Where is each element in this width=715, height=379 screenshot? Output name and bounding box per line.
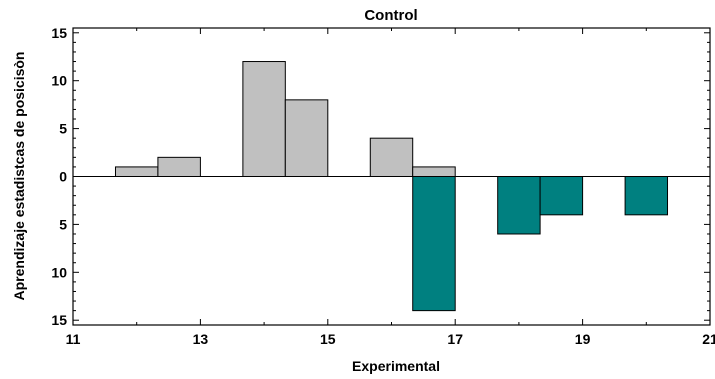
y-tick-label: 10: [51, 73, 67, 89]
x-tick-label: 17: [447, 331, 463, 347]
experimental-bar-0: [412, 176, 456, 312]
control-bar-1: [157, 156, 201, 178]
x-tick-label: 21: [702, 331, 715, 347]
control-bar-4: [369, 137, 414, 177]
x-tick-label: 11: [66, 331, 81, 347]
y-tick-label: 5: [59, 121, 67, 137]
y-tick-label: 15: [51, 312, 67, 328]
experimental-bar-2: [539, 176, 584, 216]
control-bar-2: [242, 61, 286, 177]
x-tick-label: 15: [320, 331, 336, 347]
ticks-group: 11 13 15 17 19 21 15 10 5 0 5 10 15: [51, 25, 715, 347]
control-bar-5: [412, 166, 456, 178]
x-tick-label: 19: [575, 331, 591, 347]
chart-title: Control: [364, 7, 417, 24]
y-axis-label: Aprendizaje estadistcas de posicisòn: [11, 52, 27, 301]
y-tick-label: 15: [51, 25, 67, 41]
x-tick-label: 13: [193, 331, 209, 347]
y-tick-label: 10: [51, 264, 67, 280]
experimental-bar-3: [624, 176, 669, 216]
control-bar-0: [114, 166, 159, 178]
y-tick-label: 5: [59, 216, 67, 232]
y-tick-label: 0: [59, 169, 67, 185]
control-bar-3: [284, 99, 329, 177]
x-axis-label: Experimental: [352, 358, 440, 374]
experimental-bar-1: [497, 176, 541, 235]
bars-group: [114, 61, 669, 312]
